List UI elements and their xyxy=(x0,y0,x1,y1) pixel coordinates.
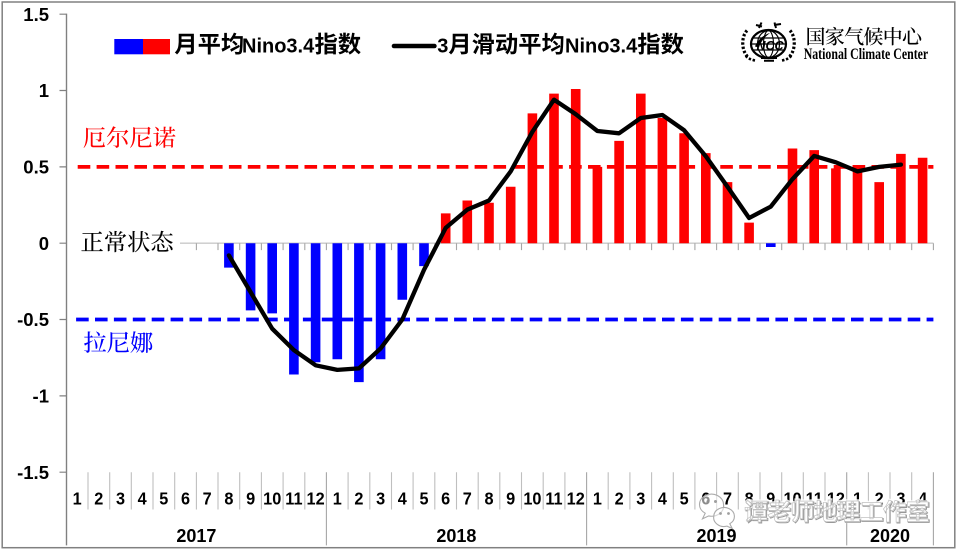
svg-text:2: 2 xyxy=(615,489,624,509)
svg-text:3: 3 xyxy=(116,489,125,509)
svg-text:1: 1 xyxy=(39,80,49,101)
svg-text:7: 7 xyxy=(723,489,732,509)
svg-text:NCC: NCC xyxy=(756,39,784,53)
svg-text:1: 1 xyxy=(333,489,342,509)
svg-text:Nino3.4: Nino3.4 xyxy=(242,35,315,57)
svg-text:6: 6 xyxy=(181,489,190,509)
svg-text:2018: 2018 xyxy=(436,526,476,546)
svg-text:2: 2 xyxy=(94,489,103,509)
svg-text:6: 6 xyxy=(441,489,450,509)
svg-text:11: 11 xyxy=(285,489,302,509)
svg-text:10: 10 xyxy=(523,489,541,509)
svg-text:0: 0 xyxy=(39,233,49,254)
svg-text:2020: 2020 xyxy=(870,526,910,546)
svg-text:3: 3 xyxy=(896,489,905,509)
svg-text:2019: 2019 xyxy=(696,526,736,546)
svg-text:12: 12 xyxy=(307,489,325,509)
svg-text:8: 8 xyxy=(484,489,493,509)
svg-text:3: 3 xyxy=(636,489,645,509)
svg-text:10: 10 xyxy=(263,489,281,509)
svg-text:2: 2 xyxy=(875,489,884,509)
svg-text:9: 9 xyxy=(246,489,255,509)
svg-text:9: 9 xyxy=(506,489,515,509)
svg-text:8: 8 xyxy=(224,489,233,509)
svg-text:2: 2 xyxy=(354,489,363,509)
svg-text:3: 3 xyxy=(376,489,385,509)
svg-text:2017: 2017 xyxy=(176,526,216,546)
svg-text:7: 7 xyxy=(203,489,212,509)
svg-text:-1.5: -1.5 xyxy=(17,462,49,483)
svg-text:7: 7 xyxy=(463,489,472,509)
svg-text:4: 4 xyxy=(138,489,148,509)
svg-text:-0.5: -0.5 xyxy=(17,309,49,330)
svg-text:9: 9 xyxy=(766,489,775,509)
svg-text:0.5: 0.5 xyxy=(23,157,49,178)
svg-text:5: 5 xyxy=(680,489,689,509)
svg-text:4: 4 xyxy=(658,489,668,509)
svg-text:12: 12 xyxy=(567,489,585,509)
svg-text:1.5: 1.5 xyxy=(23,4,49,25)
svg-text:11: 11 xyxy=(545,489,562,509)
svg-text:5: 5 xyxy=(159,489,168,509)
svg-text:8: 8 xyxy=(745,489,754,509)
svg-text:-1: -1 xyxy=(33,386,49,407)
svg-text:1: 1 xyxy=(593,489,602,509)
svg-text:National Climate Center: National Climate Center xyxy=(804,46,929,63)
svg-text:5: 5 xyxy=(419,489,428,509)
svg-text:1: 1 xyxy=(73,489,82,509)
svg-text:4: 4 xyxy=(918,489,928,509)
svg-text:Nino3.4: Nino3.4 xyxy=(565,35,638,57)
svg-text:3: 3 xyxy=(437,35,448,57)
svg-text:1: 1 xyxy=(853,489,862,509)
svg-text:4: 4 xyxy=(398,489,408,509)
